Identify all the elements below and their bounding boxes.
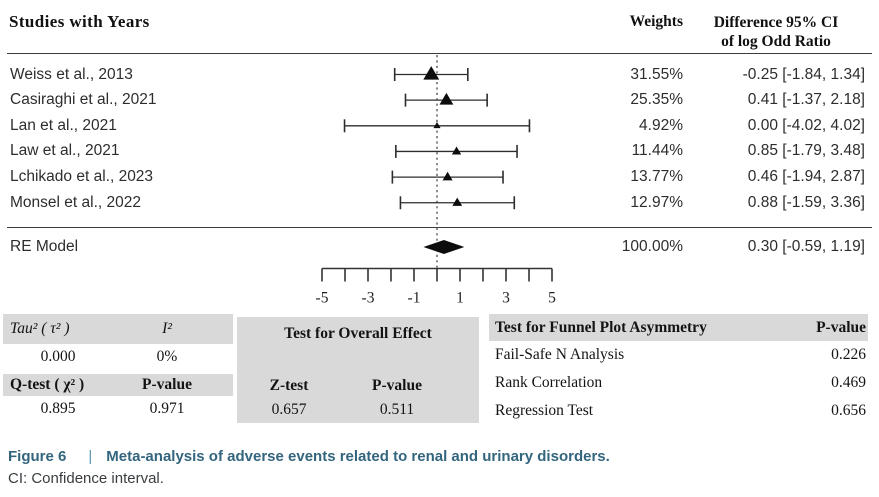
study-label: Monsel et al., 2022 [10, 193, 141, 211]
z-test-value: 0.657 [271, 401, 307, 418]
study-weight: 25.35% [630, 91, 683, 109]
summary-divider [7, 227, 872, 228]
study-row: Lchikado et al., 2023 13.77% 0.46 [-1.94, … [0, 164, 879, 190]
funnel-title: Test for Funnel Plot Asymmetry [495, 318, 707, 336]
caption-note: CI: Confidence interval. [8, 470, 164, 487]
study-weight: 11.44% [631, 142, 683, 160]
caption-title: Meta-analysis of adverse events related … [106, 448, 610, 465]
summary-row: RE Model 100.00% 0.30 [-0.59, 1.19] [0, 234, 879, 260]
summary-difference: 0.30 [-0.59, 1.19] [747, 238, 865, 255]
column-header-difference: Difference 95% CI of log Odd Ratio [686, 13, 866, 51]
summary-label: RE Model [10, 238, 79, 255]
overall-effect-title: Test for Overall Effect [284, 325, 432, 342]
study-label: Lan et al., 2021 [10, 116, 117, 134]
failsafe-label: Fail-Safe N Analysis [495, 346, 625, 363]
funnel-row-failsafe: Fail-Safe N Analysis 0.226 [489, 341, 868, 369]
study-label: Casiraghi et al., 2021 [10, 91, 157, 109]
tau-squared-value: 0.000 [40, 348, 76, 365]
summary-weight: 100.00% [621, 238, 683, 255]
study-difference: 0.41 [-1.37, 2.18] [747, 91, 865, 109]
failsafe-value: 0.226 [831, 346, 866, 363]
column-header-weights: Weights [629, 13, 683, 30]
heterogeneity-values-row1: 0.000 0% [3, 344, 233, 369]
heterogeneity-header-row1: Tau² ( τ² ) I² [3, 314, 233, 344]
study-difference: 0.00 [-4.02, 4.02] [747, 116, 865, 134]
figure-caption: Figure 6 | Meta-analysis of adverse even… [8, 448, 610, 465]
study-label: Lchikado et al., 2023 [10, 168, 154, 186]
study-row: Weiss et al., 2013 31.55% -0.25 [-1.84, 1.… [0, 62, 879, 88]
z-test-pvalue-header: P-value [372, 377, 422, 394]
heterogeneity-table: Tau² ( τ² ) I² 0.000 0% Q-test ( χ² ) P-… [3, 314, 233, 421]
z-test-header: Z-test [269, 377, 309, 394]
study-weight: 4.92% [639, 116, 683, 134]
q-test-pvalue-header: P-value [142, 376, 192, 393]
study-difference: 0.85 [-1.79, 3.48] [747, 142, 865, 160]
column-header-studies: Studies with Years [9, 12, 150, 31]
funnel-asymmetry-table: Test for Funnel Plot Asymmetry P-value F… [489, 314, 868, 425]
i-squared-value: 0% [156, 348, 178, 365]
column-header-difference-line2: of log Odd Ratio [721, 33, 831, 50]
rank-correlation-label: Rank Correlation [495, 374, 603, 391]
study-label: Law et al., 2021 [10, 142, 120, 160]
study-row: Lan et al., 2021 4.92% 0.00 [-4.02, 4.02] [0, 113, 879, 139]
caption-separator: | [88, 448, 93, 465]
heterogeneity-values-row2: 0.895 0.971 [3, 396, 233, 421]
q-test-pvalue-value: 0.971 [149, 400, 185, 417]
funnel-table-header: Test for Funnel Plot Asymmetry P-value [489, 314, 868, 341]
study-row: Casiraghi et al., 2021 25.35% 0.41 [-1.37,… [0, 87, 879, 113]
regression-test-value: 0.656 [831, 402, 866, 419]
study-label: Weiss et al., 2013 [10, 65, 133, 83]
figure-number: Figure 6 [8, 448, 67, 465]
rank-correlation-value: 0.469 [831, 374, 866, 391]
column-header-difference-line1: Difference 95% CI [713, 14, 839, 31]
q-test-header: Q-test ( χ² ) [10, 376, 85, 393]
heterogeneity-header-row2: Q-test ( χ² ) P-value [3, 374, 233, 396]
study-difference: 0.88 [-1.59, 3.36] [747, 193, 865, 211]
funnel-row-regression-test: Regression Test 0.656 [489, 397, 868, 425]
study-weight: 12.97% [630, 193, 683, 211]
study-difference: 0.46 [-1.94, 2.87] [747, 168, 865, 186]
regression-test-label: Regression Test [495, 402, 594, 419]
q-test-value: 0.895 [40, 400, 76, 417]
tau-squared-header: Tau² ( τ² ) [10, 320, 70, 337]
study-difference: -0.25 [-1.84, 1.34] [742, 65, 865, 83]
study-weight: 13.77% [630, 168, 683, 186]
funnel-row-rank-correlation: Rank Correlation 0.469 [489, 369, 868, 397]
study-row: Law et al., 2021 11.44% 0.85 [-1.79, 3.48] [0, 138, 879, 164]
overall-effect-table: Test for Overall Effect Z-test P-value 0… [237, 317, 479, 423]
i-squared-header: I² [162, 320, 172, 337]
study-row: Monsel et al., 2022 12.97% 0.88 [-1.59, 3.… [0, 190, 879, 216]
funnel-pvalue-header: P-value [816, 318, 866, 336]
z-test-pvalue-value: 0.511 [379, 401, 415, 418]
header-divider [7, 53, 872, 54]
study-weight: 31.55% [630, 65, 683, 83]
